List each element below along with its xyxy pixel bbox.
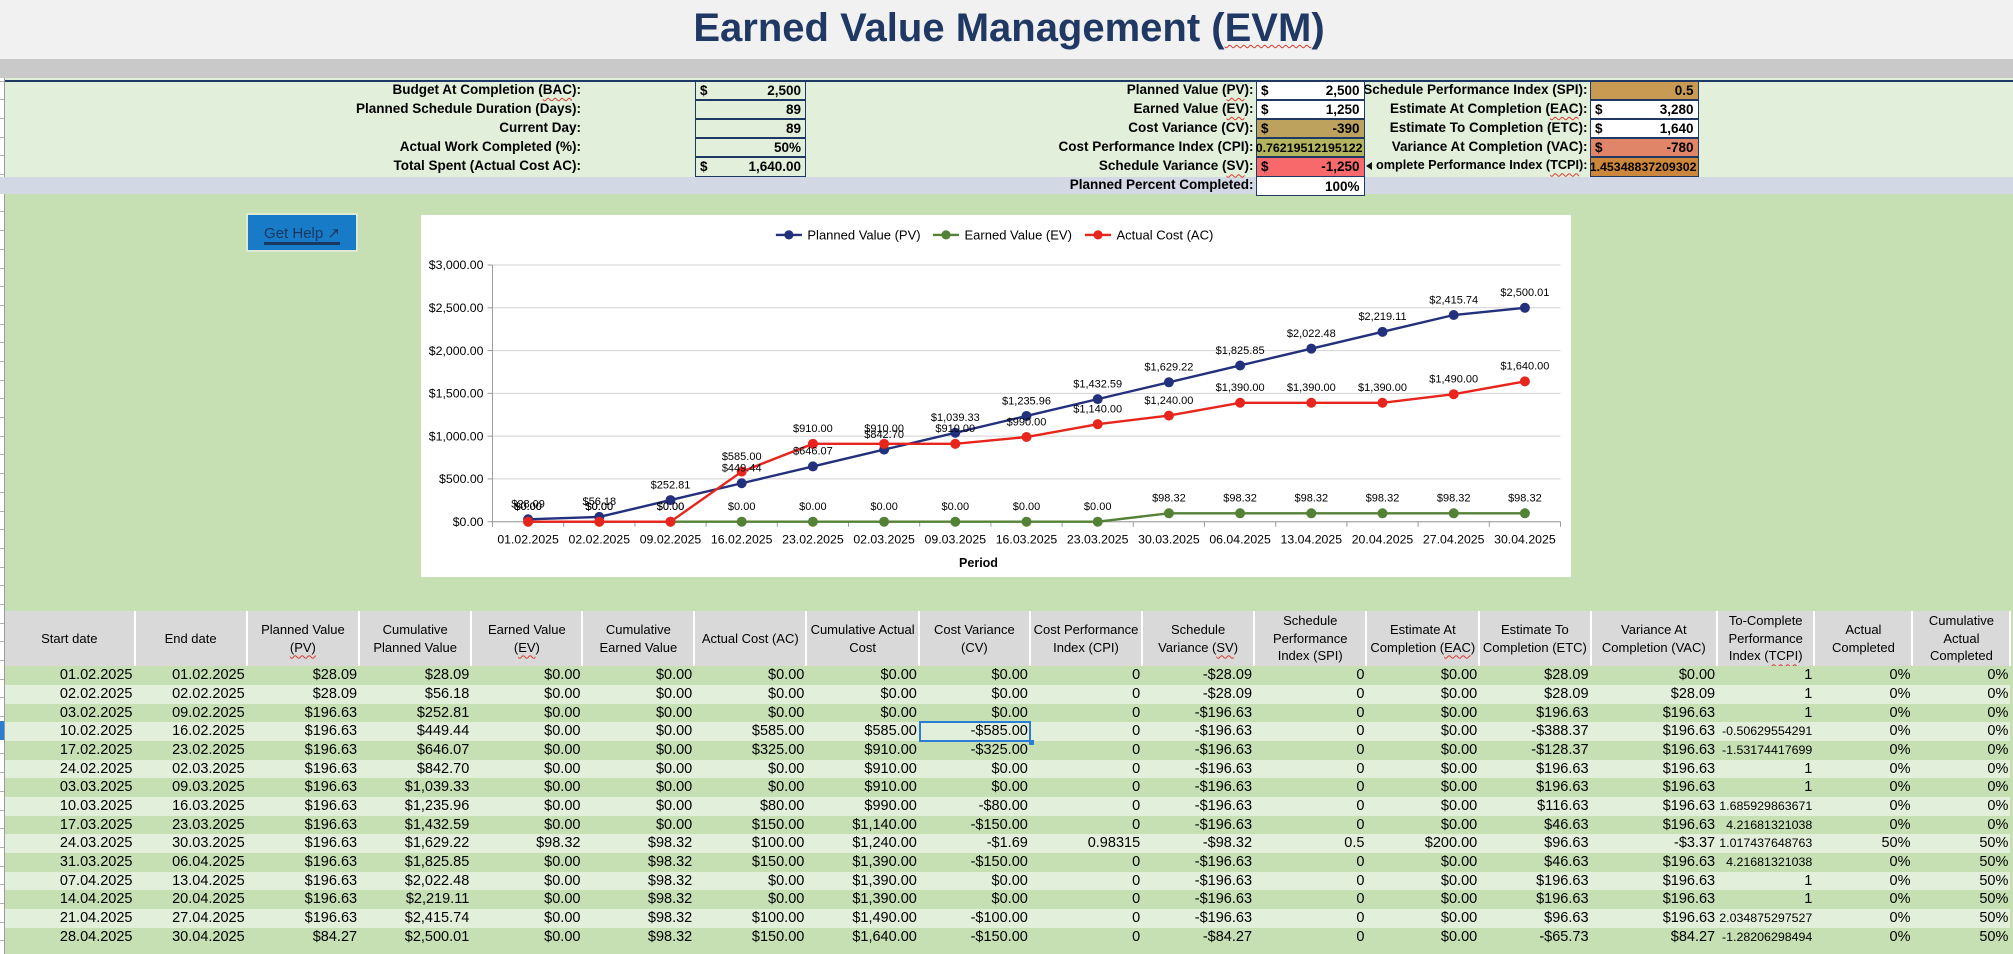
svg-text:$1,432.59: $1,432.59 <box>1073 378 1122 390</box>
svg-text:Earned Value (EV): Earned Value (EV) <box>964 227 1071 242</box>
svg-text:$910.00: $910.00 <box>935 423 975 435</box>
svg-text:$0.00: $0.00 <box>1012 501 1040 513</box>
svg-text:23.03.2025: 23.03.2025 <box>1066 532 1128 546</box>
svg-text:$0.00: $0.00 <box>799 501 827 513</box>
svg-text:$56.18: $56.18 <box>582 496 616 508</box>
svg-text:$1,240.00: $1,240.00 <box>1144 394 1193 406</box>
svg-text:20.04.2025: 20.04.2025 <box>1351 532 1413 546</box>
svg-text:$910.00: $910.00 <box>864 423 904 435</box>
svg-text:$1,000.00: $1,000.00 <box>428 429 483 443</box>
svg-text:$990.00: $990.00 <box>1006 416 1046 428</box>
svg-text:$1,500.00: $1,500.00 <box>428 386 483 400</box>
svg-text:$0.00: $0.00 <box>870 501 898 513</box>
svg-text:01.02.2025: 01.02.2025 <box>497 532 559 546</box>
svg-text:30.03.2025: 30.03.2025 <box>1138 532 1200 546</box>
svg-text:$1,390.00: $1,390.00 <box>1215 382 1264 394</box>
svg-text:16.02.2025: 16.02.2025 <box>710 532 772 546</box>
svg-text:Planned Value (PV): Planned Value (PV) <box>807 227 920 242</box>
svg-text:$0.00: $0.00 <box>585 501 613 513</box>
svg-text:$2,500.00: $2,500.00 <box>428 301 483 315</box>
svg-text:02.02.2025: 02.02.2025 <box>568 532 630 546</box>
svg-text:$2,500.01: $2,500.01 <box>1500 287 1549 299</box>
svg-text:$0.00: $0.00 <box>452 514 483 528</box>
svg-text:$1,390.00: $1,390.00 <box>1286 382 1335 394</box>
svg-text:$98.32: $98.32 <box>1365 492 1399 504</box>
svg-text:02.03.2025: 02.03.2025 <box>853 532 915 546</box>
svg-text:$252.81: $252.81 <box>650 479 690 491</box>
svg-text:$1,039.33: $1,039.33 <box>930 412 979 424</box>
svg-text:$1,235.96: $1,235.96 <box>1002 395 1051 407</box>
svg-text:$3,000.00: $3,000.00 <box>428 258 483 272</box>
svg-text:06.04.2025: 06.04.2025 <box>1209 532 1271 546</box>
svg-text:$28.09: $28.09 <box>511 498 545 510</box>
svg-text:$0.00: $0.00 <box>514 501 542 513</box>
svg-text:$98.32: $98.32 <box>1294 492 1328 504</box>
svg-text:$2,022.48: $2,022.48 <box>1286 327 1335 339</box>
svg-text:$0.00: $0.00 <box>656 501 684 513</box>
svg-text:$910.00: $910.00 <box>793 423 833 435</box>
svg-text:27.04.2025: 27.04.2025 <box>1422 532 1484 546</box>
svg-text:30.04.2025: 30.04.2025 <box>1494 532 1556 546</box>
svg-text:$1,140.00: $1,140.00 <box>1073 403 1122 415</box>
svg-text:$1,640.00: $1,640.00 <box>1500 360 1549 372</box>
svg-text:09.02.2025: 09.02.2025 <box>639 532 701 546</box>
svg-text:$1,825.85: $1,825.85 <box>1215 344 1264 356</box>
svg-text:$98.32: $98.32 <box>1508 492 1542 504</box>
svg-text:$842.70: $842.70 <box>864 428 904 440</box>
svg-text:$98.32: $98.32 <box>1152 492 1186 504</box>
svg-text:$98.32: $98.32 <box>1436 492 1470 504</box>
svg-text:Period: Period <box>959 556 998 570</box>
svg-text:Actual Cost (AC): Actual Cost (AC) <box>1116 227 1213 242</box>
svg-text:$449.44: $449.44 <box>721 462 761 474</box>
svg-text:09.03.2025: 09.03.2025 <box>924 532 986 546</box>
svg-text:$0.00: $0.00 <box>514 501 542 513</box>
svg-text:$500.00: $500.00 <box>439 472 484 486</box>
svg-text:$2,000.00: $2,000.00 <box>428 343 483 357</box>
svg-text:$1,629.22: $1,629.22 <box>1144 361 1193 373</box>
svg-text:$0.00: $0.00 <box>1083 501 1111 513</box>
svg-text:$1,490.00: $1,490.00 <box>1429 373 1478 385</box>
svg-text:23.02.2025: 23.02.2025 <box>782 532 844 546</box>
svg-text:$646.07: $646.07 <box>793 445 833 457</box>
svg-text:13.04.2025: 13.04.2025 <box>1280 532 1342 546</box>
svg-text:$2,219.11: $2,219.11 <box>1358 311 1406 323</box>
svg-text:$0.00: $0.00 <box>585 501 613 513</box>
svg-text:$1,390.00: $1,390.00 <box>1358 382 1407 394</box>
svg-text:$0.00: $0.00 <box>656 501 684 513</box>
svg-text:16.03.2025: 16.03.2025 <box>995 532 1057 546</box>
svg-text:$0.00: $0.00 <box>941 501 969 513</box>
svg-text:$585.00: $585.00 <box>721 450 761 462</box>
svg-text:$98.32: $98.32 <box>1223 492 1257 504</box>
svg-text:$0.00: $0.00 <box>727 501 755 513</box>
svg-text:$2,415.74: $2,415.74 <box>1429 294 1478 306</box>
